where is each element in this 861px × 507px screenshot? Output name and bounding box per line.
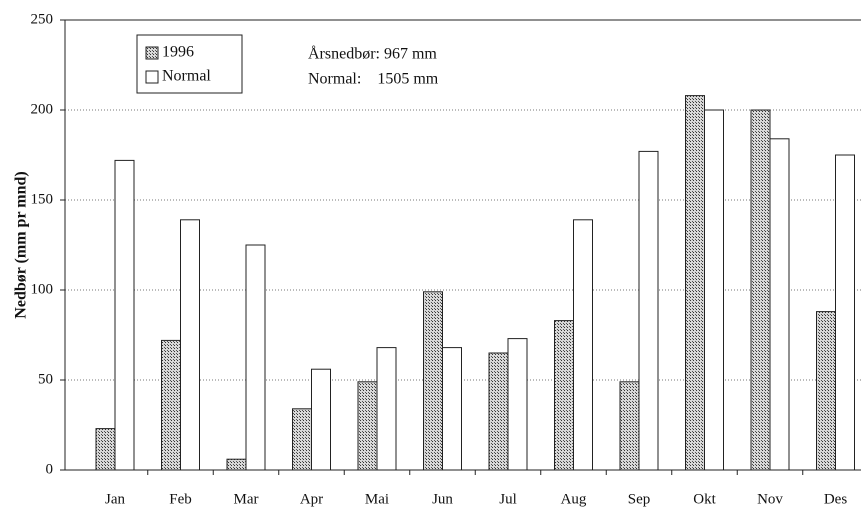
- y-tick-label: 150: [31, 191, 54, 207]
- x-tick-label: Des: [824, 491, 847, 507]
- bar: [507, 338, 528, 471]
- bar: [311, 368, 331, 471]
- bar: [619, 381, 640, 471]
- bar: [357, 381, 378, 471]
- x-tick-label: Nov: [757, 491, 783, 507]
- x-tick-label: Apr: [300, 491, 323, 507]
- bar: [835, 154, 855, 471]
- bar: [488, 352, 509, 471]
- x-tick-label: Aug: [561, 491, 587, 507]
- annotation: Normal: 1505 mm: [308, 71, 439, 88]
- y-tick-label: 0: [46, 461, 54, 477]
- y-tick-label: 250: [31, 11, 54, 27]
- x-tick-label: Okt: [693, 491, 716, 507]
- legend-label: Normal: [162, 68, 211, 85]
- x-tick-label: Feb: [169, 491, 192, 507]
- x-tick-label: Mai: [365, 491, 389, 507]
- bar: [704, 109, 724, 471]
- bar: [769, 138, 790, 471]
- legend-swatch: [145, 46, 159, 60]
- x-tick-label: Jul: [499, 491, 517, 507]
- y-tick-label: 100: [31, 281, 54, 297]
- x-tick-label: Jan: [105, 491, 125, 507]
- y-tick-label: 50: [38, 371, 53, 387]
- bar: [95, 428, 116, 471]
- bar: [554, 320, 574, 471]
- y-axis-label: Nedbør (mm pr mnd): [13, 171, 30, 318]
- bar: [638, 150, 659, 471]
- legend-swatch: [145, 70, 159, 84]
- x-tick-label: Mar: [234, 491, 259, 507]
- x-tick-label: Sep: [628, 491, 651, 507]
- x-tick-label: Jun: [432, 491, 453, 507]
- legend-label: 1996: [162, 44, 194, 61]
- bar: [114, 159, 135, 471]
- bar: [573, 219, 593, 471]
- bar: [750, 109, 771, 471]
- annotation: Årsnedbør: 967 mm: [308, 45, 437, 63]
- bar: [816, 311, 836, 471]
- bar: [423, 291, 443, 471]
- bar: [292, 408, 312, 471]
- bar: [376, 347, 397, 471]
- bar: [442, 347, 462, 471]
- bar: [180, 219, 200, 471]
- bar: [685, 95, 705, 471]
- bar: [161, 339, 181, 471]
- bar: [226, 458, 247, 471]
- y-tick-label: 200: [31, 101, 54, 117]
- bar: [245, 244, 266, 471]
